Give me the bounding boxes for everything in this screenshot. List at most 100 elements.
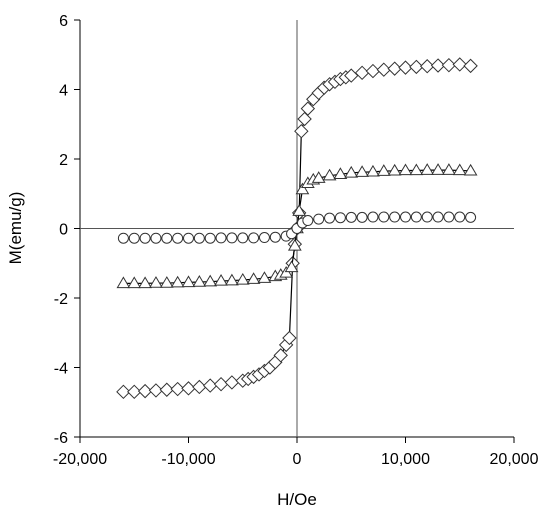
triangle-marker bbox=[257, 271, 272, 283]
x-tick-label: -20,000 bbox=[53, 451, 107, 468]
triangle-marker bbox=[138, 276, 152, 289]
circle-marker bbox=[269, 231, 281, 243]
circle-marker bbox=[248, 232, 260, 244]
series-layer bbox=[116, 57, 478, 400]
diamond-marker bbox=[387, 61, 402, 76]
y-tick-label: 6 bbox=[59, 13, 68, 30]
circle-marker bbox=[356, 211, 368, 223]
triangle-marker bbox=[149, 276, 163, 288]
circle-marker bbox=[454, 211, 466, 223]
triangle-marker bbox=[311, 171, 326, 183]
triangle-marker bbox=[398, 163, 413, 176]
x-axis-title: H/Oe bbox=[277, 490, 317, 509]
y-tick-label: -6 bbox=[54, 430, 68, 447]
triangle-marker bbox=[431, 163, 445, 175]
diamond-marker bbox=[170, 381, 185, 397]
diamond-marker bbox=[365, 63, 381, 79]
circle-marker bbox=[334, 212, 346, 224]
triangle-marker bbox=[181, 275, 196, 288]
diamond-marker bbox=[159, 382, 175, 397]
circle-marker bbox=[345, 211, 357, 223]
y-tick-label: -4 bbox=[54, 361, 68, 378]
triangle-marker bbox=[127, 276, 142, 289]
circle-marker bbox=[313, 213, 325, 225]
diamond-marker bbox=[127, 384, 142, 400]
diamond-marker bbox=[181, 381, 196, 396]
circle-marker bbox=[367, 211, 379, 223]
circle-marker bbox=[172, 232, 184, 244]
circle-marker bbox=[400, 211, 411, 223]
triangle-marker bbox=[409, 163, 424, 176]
circle-marker bbox=[443, 211, 455, 223]
diamond-marker bbox=[430, 58, 446, 73]
diamond-marker bbox=[224, 375, 240, 390]
diamond-marker bbox=[192, 379, 207, 395]
diamond-marker bbox=[116, 384, 131, 400]
circle-marker bbox=[139, 232, 151, 244]
triangle-marker bbox=[295, 182, 310, 195]
circle-marker bbox=[226, 232, 238, 244]
diamond-marker bbox=[354, 65, 370, 81]
circle-marker bbox=[150, 232, 162, 244]
diamond-marker bbox=[463, 58, 478, 74]
triangle-marker bbox=[292, 204, 307, 216]
x-tick-label: 10,000 bbox=[381, 451, 430, 468]
triangle-marker bbox=[333, 167, 348, 179]
diamond-marker bbox=[202, 378, 218, 393]
triangle-marker bbox=[376, 164, 391, 176]
diamond-marker bbox=[376, 62, 392, 77]
triangle-marker bbox=[116, 276, 131, 289]
triangle-marker bbox=[463, 163, 478, 176]
diamond-marker bbox=[441, 57, 457, 73]
circle-marker bbox=[324, 212, 336, 224]
triangle-marker bbox=[225, 273, 239, 286]
diamond-marker bbox=[398, 60, 413, 75]
circle-marker bbox=[215, 232, 227, 244]
triangle-marker bbox=[214, 273, 228, 286]
x-tick-label: 0 bbox=[293, 451, 302, 468]
diamond-marker bbox=[282, 330, 297, 346]
triangle-marker bbox=[203, 274, 218, 287]
circle-marker bbox=[128, 232, 140, 244]
triangle-marker bbox=[287, 238, 302, 251]
circle-marker bbox=[421, 211, 433, 223]
diamond-marker bbox=[409, 59, 424, 75]
triangle-marker bbox=[355, 165, 369, 177]
triangle-marker bbox=[159, 276, 174, 288]
circle-marker bbox=[117, 232, 129, 244]
circle-marker bbox=[204, 232, 216, 244]
circle-marker bbox=[193, 232, 205, 244]
x-tick-label: -10,000 bbox=[161, 451, 215, 468]
triangle-marker bbox=[387, 163, 402, 176]
circle-marker bbox=[432, 211, 444, 223]
circle-marker bbox=[161, 232, 173, 244]
triangle-marker bbox=[442, 163, 456, 175]
diamond-marker bbox=[148, 383, 164, 398]
circle-marker bbox=[302, 215, 314, 227]
diamond-marker bbox=[300, 101, 316, 116]
triangle-marker bbox=[170, 275, 185, 288]
triangle-marker bbox=[284, 260, 299, 273]
circle-marker bbox=[410, 211, 422, 223]
y-tick-label: -2 bbox=[54, 291, 68, 308]
triangle-marker bbox=[246, 272, 261, 284]
y-tick-label: 2 bbox=[59, 152, 68, 169]
diamond-marker bbox=[137, 383, 153, 399]
labels-layer: H/Oe M(emu/g) bbox=[6, 192, 317, 509]
triangle-marker bbox=[192, 275, 207, 287]
triangle-marker bbox=[420, 163, 435, 175]
triangle-marker bbox=[366, 164, 380, 177]
circle-marker bbox=[465, 211, 477, 223]
triangle-marker bbox=[344, 165, 359, 178]
circle-marker bbox=[237, 232, 249, 244]
circle-marker bbox=[378, 211, 390, 223]
circle-marker bbox=[258, 232, 270, 244]
diamond-marker bbox=[452, 57, 467, 72]
diamond-marker bbox=[419, 59, 435, 74]
y-tick-label: 0 bbox=[59, 222, 68, 239]
diamond-marker bbox=[213, 376, 229, 392]
x-tick-label: 20,000 bbox=[490, 451, 539, 468]
triangle-marker bbox=[235, 272, 250, 285]
y-tick-label: 4 bbox=[59, 83, 68, 100]
